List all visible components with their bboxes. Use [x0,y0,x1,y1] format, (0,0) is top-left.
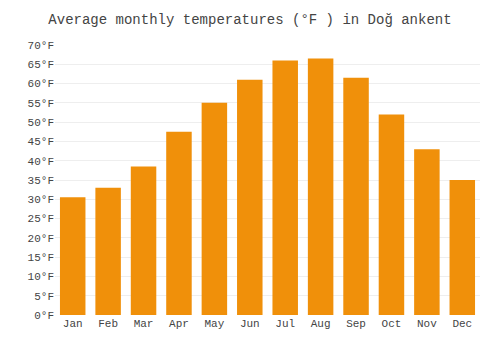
svg-text:Average monthly temperatures (: Average monthly temperatures (°F ) in Do… [48,12,451,28]
svg-text:Nov: Nov [417,318,437,330]
svg-text:60°F: 60°F [28,78,54,90]
svg-text:65°F: 65°F [28,59,54,71]
svg-text:Jan: Jan [63,318,83,330]
svg-text:Oct: Oct [382,318,402,330]
svg-text:40°F: 40°F [28,156,54,168]
svg-text:55°F: 55°F [28,98,54,110]
svg-text:10°F: 10°F [28,271,54,283]
svg-text:Jul: Jul [275,318,295,330]
svg-text:May: May [204,318,224,330]
svg-text:30°F: 30°F [28,194,54,206]
svg-text:50°F: 50°F [28,117,54,129]
svg-text:25°F: 25°F [28,213,54,225]
svg-text:Mar: Mar [134,318,154,330]
svg-text:70°F: 70°F [28,40,54,52]
svg-text:15°F: 15°F [28,252,54,264]
svg-text:0°F: 0°F [34,310,54,322]
svg-text:20°F: 20°F [28,233,54,245]
svg-text:45°F: 45°F [28,136,54,148]
svg-text:Aug: Aug [311,318,331,330]
svg-text:Feb: Feb [98,318,118,330]
svg-text:Dec: Dec [452,318,472,330]
svg-text:Sep: Sep [346,318,366,330]
svg-text:35°F: 35°F [28,175,54,187]
svg-text:Apr: Apr [169,318,189,330]
svg-text:5°F: 5°F [34,291,54,303]
svg-text:Jun: Jun [240,318,260,330]
